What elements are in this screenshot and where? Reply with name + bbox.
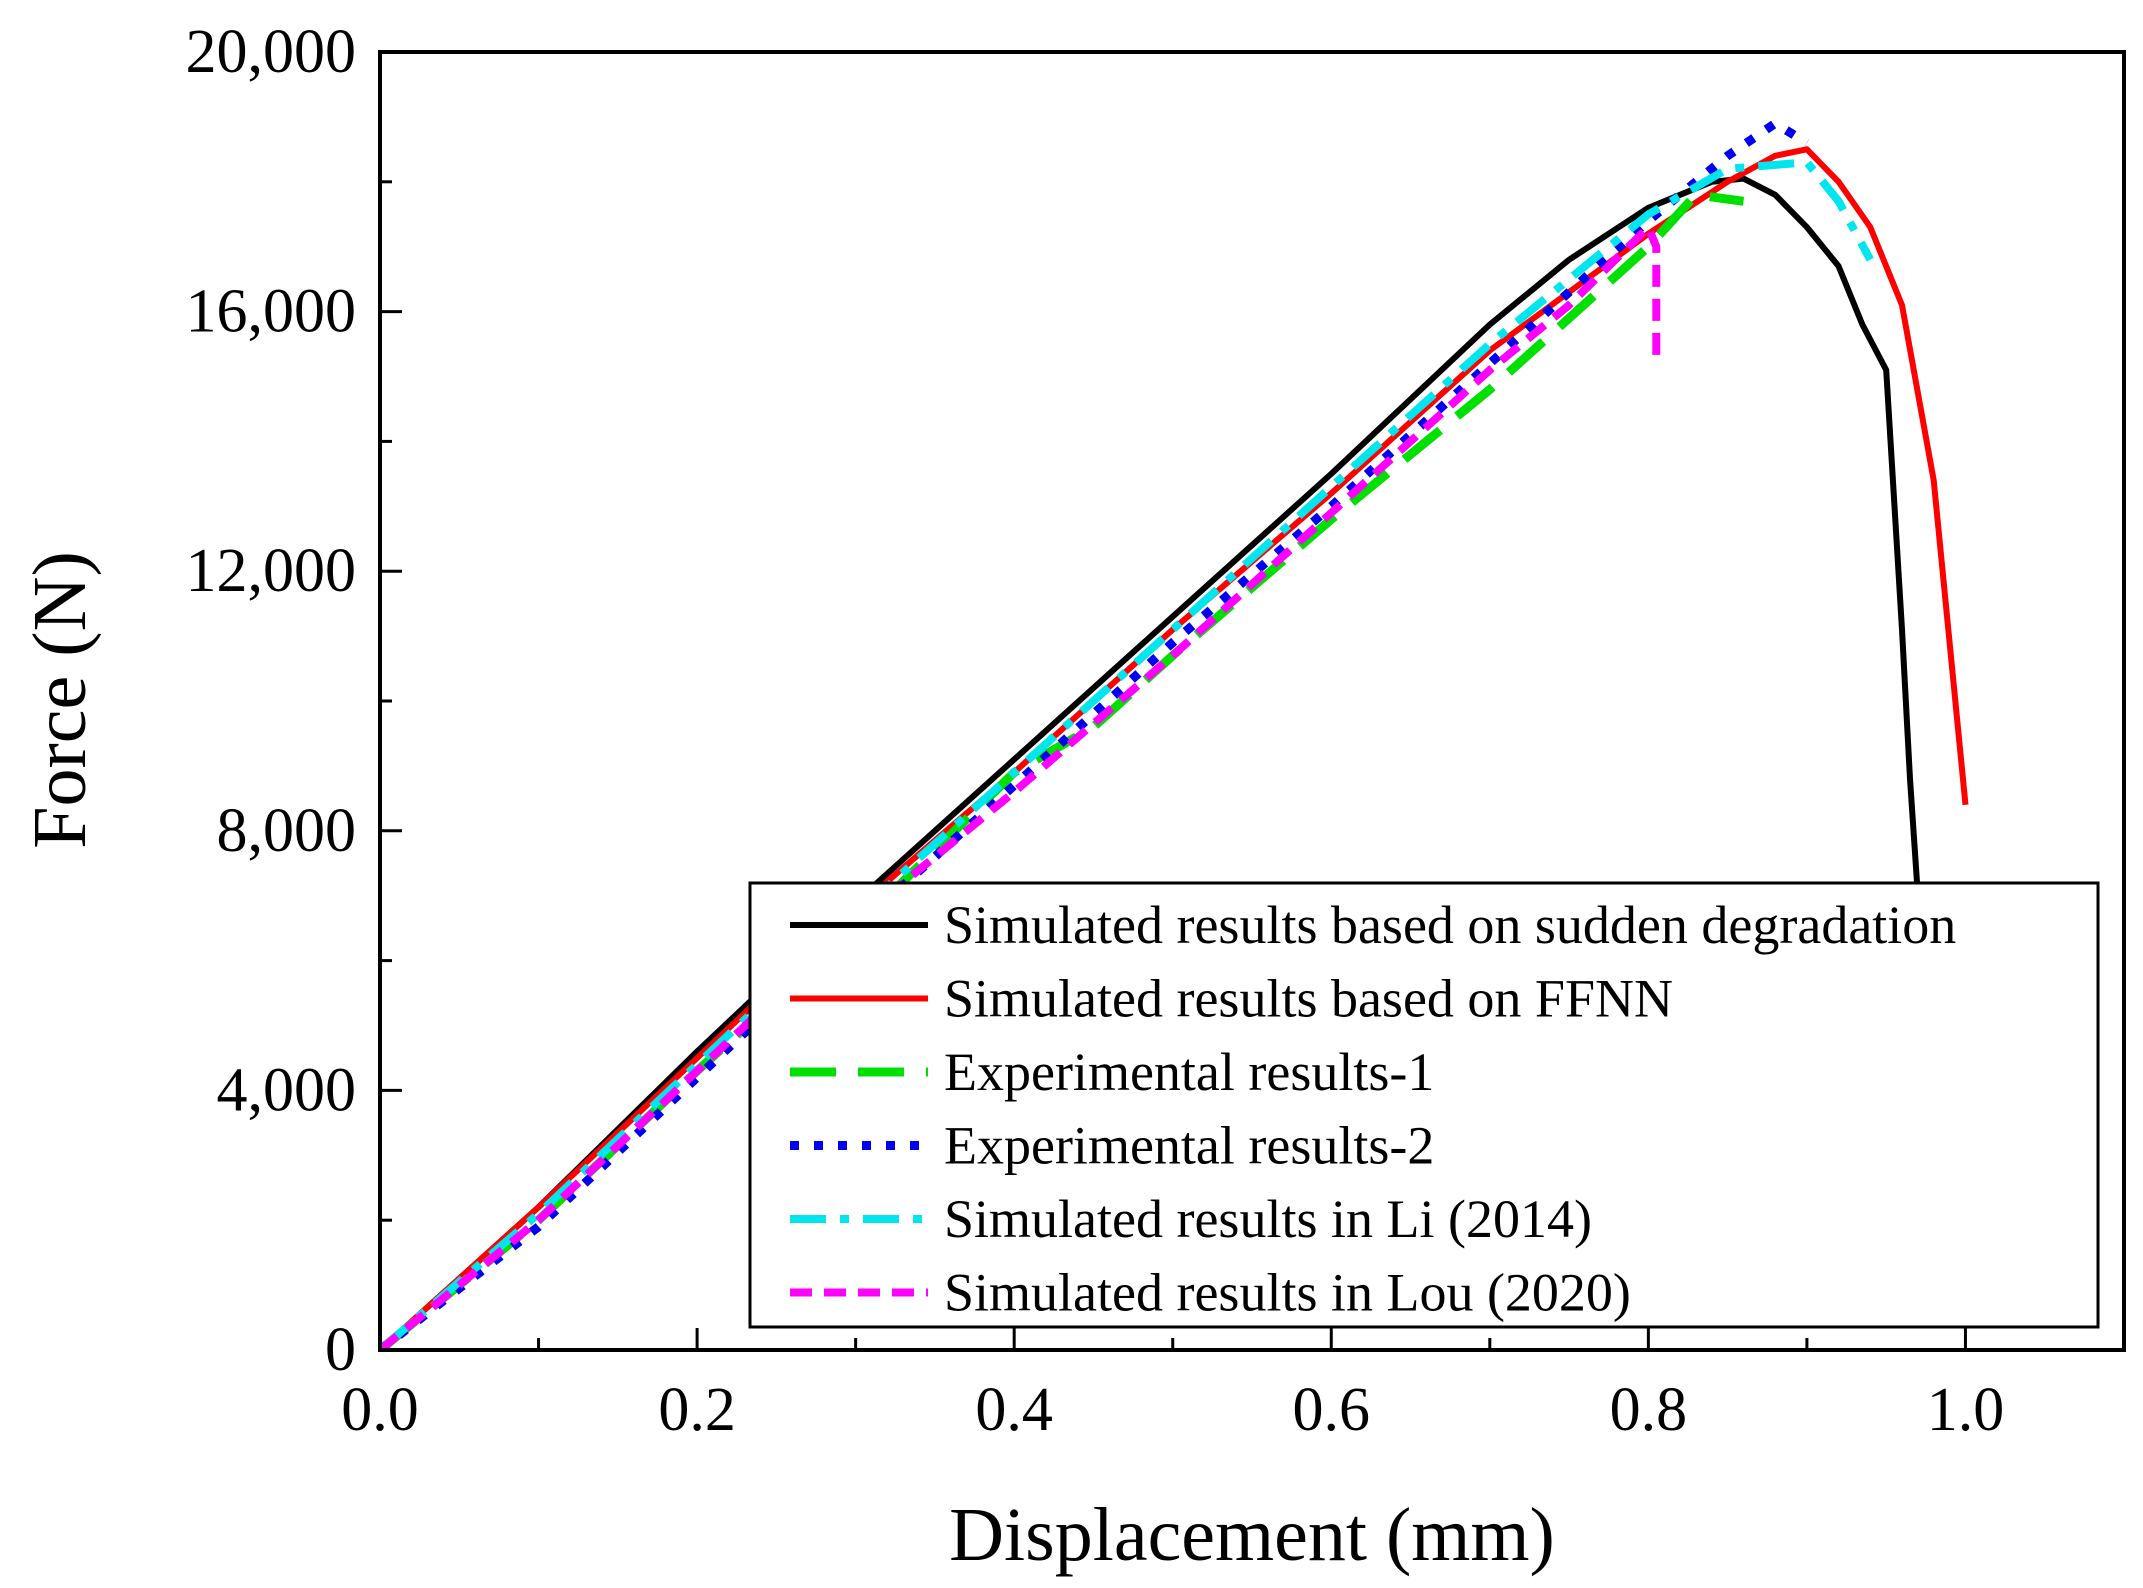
- y-tick-label: 0: [325, 1316, 356, 1384]
- x-axis-title: Displacement (mm): [949, 1493, 1555, 1577]
- series-line-6: [382, 223, 1661, 1348]
- x-tick-label: 0.2: [658, 1376, 736, 1444]
- x-tick-label: 0.6: [1293, 1376, 1371, 1444]
- legend-label-4: Experimental results-2: [944, 1116, 1434, 1176]
- y-tick-label: 8,000: [217, 797, 357, 865]
- legend-label-3: Experimental results-1: [944, 1042, 1434, 1102]
- y-tick-label: 16,000: [186, 278, 357, 346]
- legend: Simulated results based on sudden degrad…: [748, 881, 2100, 1329]
- x-tick-label: 0.8: [1610, 1376, 1688, 1444]
- y-axis-title: Force (N): [18, 551, 102, 849]
- legend-label-6: Simulated results in Lou (2020): [944, 1263, 1631, 1323]
- legend-label-5: Simulated results in Li (2014): [944, 1189, 1592, 1249]
- x-tick-label: 0.0: [341, 1376, 419, 1444]
- y-tick-label: 4,000: [217, 1056, 357, 1124]
- y-tick-label: 20,000: [186, 18, 357, 86]
- series-line-1: [382, 175, 1921, 1348]
- x-tick-label: 0.4: [975, 1376, 1053, 1444]
- legend-items: Simulated results based on sudden degrad…: [790, 895, 1956, 1323]
- legend-box: [748, 881, 2100, 1329]
- x-tick-label: 1.0: [1927, 1376, 2005, 1444]
- legend-label-2: Simulated results based on FFNN: [944, 969, 1673, 1029]
- legend-label-1: Simulated results based on sudden degrad…: [944, 895, 1956, 955]
- y-tick-label: 12,000: [186, 537, 357, 605]
- ticks-layer: 0.0 0.2 0.4 0.6 0.8 1.0 0 4,000 8,000 12,000 16,00…: [186, 18, 2126, 1444]
- series-line-3: [382, 190, 1745, 1348]
